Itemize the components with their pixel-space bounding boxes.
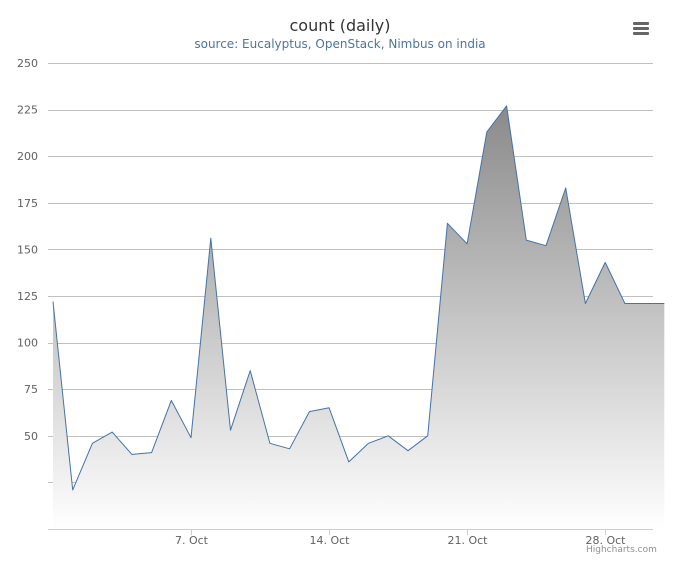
chart-title: count (daily) (289, 16, 391, 35)
data-point (71, 488, 75, 492)
data-point (189, 436, 193, 440)
data-point (150, 451, 154, 455)
data-point (51, 300, 55, 304)
data-point (90, 441, 94, 445)
data-point (426, 434, 430, 438)
y-tick-label: 250 (17, 57, 38, 70)
data-point (643, 302, 647, 306)
data-point (505, 104, 509, 108)
data-point (367, 441, 371, 445)
data-point (564, 186, 568, 190)
data-point (288, 447, 292, 451)
chart-subtitle: source: Eucalyptus, OpenStack, Nimbus on… (194, 37, 486, 51)
data-point (268, 441, 272, 445)
x-tick-label: 28. Oct (585, 534, 626, 547)
data-point (603, 260, 607, 264)
y-tick-label: 50 (24, 430, 38, 443)
data-point (248, 369, 252, 373)
y-tick-label: 225 (17, 104, 38, 117)
data-point (327, 406, 331, 410)
data-point (485, 130, 489, 134)
data-point (524, 238, 528, 242)
credits-link[interactable]: Highcharts.com (586, 545, 657, 555)
data-point (130, 452, 134, 456)
data-point (307, 410, 311, 414)
hamburger-menu-icon[interactable] (626, 16, 656, 42)
data-point (406, 449, 410, 453)
data-point (209, 236, 213, 240)
data-point (347, 460, 351, 464)
y-tick-label: 125 (17, 290, 38, 303)
x-tick-label: 21. Oct (447, 534, 488, 547)
y-tick-label: 150 (17, 243, 38, 256)
data-point (544, 244, 548, 248)
y-tick-label: 100 (17, 337, 38, 350)
x-tick-label: 7. Oct (175, 534, 209, 547)
y-tick-label: 175 (17, 197, 38, 210)
data-point (445, 221, 449, 225)
series-area-fill (53, 105, 665, 530)
data-point (110, 430, 114, 434)
data-point (465, 242, 469, 246)
data-point (662, 302, 666, 306)
data-point (386, 434, 390, 438)
y-tick-label: 200 (17, 150, 38, 163)
series-line (52, 105, 665, 491)
data-point (583, 302, 587, 306)
data-point (169, 398, 173, 402)
data-point (623, 302, 627, 306)
x-tick-label: 14. Oct (309, 534, 350, 547)
y-tick-label: 75 (24, 383, 38, 396)
data-point (229, 428, 233, 432)
